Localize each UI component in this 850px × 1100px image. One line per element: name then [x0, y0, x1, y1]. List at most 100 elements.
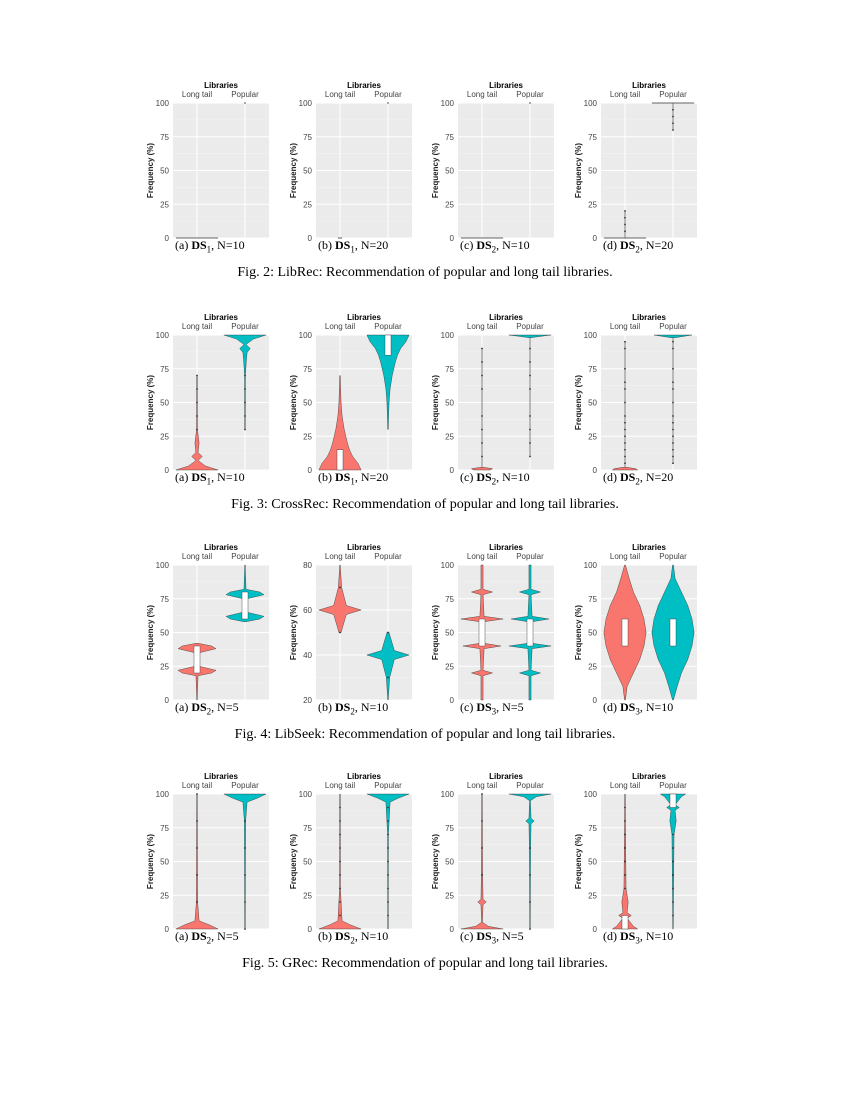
outlier-point	[529, 388, 531, 390]
sub-caption: (b) DS2, N=10	[318, 700, 388, 716]
box-iqr	[669, 793, 677, 808]
violin-popular	[508, 564, 552, 701]
legend-label-popular: Popular	[659, 781, 687, 790]
outlier-point	[196, 374, 198, 377]
outlier-point	[339, 874, 341, 876]
outlier-point	[387, 847, 389, 849]
y-tick-label: 0	[165, 696, 170, 705]
violin-body	[470, 467, 494, 471]
y-axis-label: Frequency (%)	[431, 143, 440, 198]
dataset-name: DS	[620, 929, 636, 943]
outlier-point	[672, 115, 674, 118]
sub-caption-label: (d)	[603, 700, 617, 714]
dataset-subscript: 3	[635, 706, 640, 717]
outlier-point	[481, 442, 483, 444]
y-tick-label: 25	[588, 200, 597, 209]
figure-caption: Fig. 5: GRec: Recommendation of popular …	[242, 956, 608, 971]
y-tick-label: 50	[160, 629, 169, 638]
legend-title: Libraries	[632, 313, 666, 322]
legend-label-long-tail: Long tail	[325, 322, 355, 331]
sub-caption: (c) DS3, N=5	[460, 700, 524, 716]
legend-label-popular: Popular	[231, 90, 259, 99]
legend-label-popular: Popular	[231, 322, 259, 331]
dataset-name: DS	[191, 238, 207, 252]
sub-caption: (a) DS2, N=5	[175, 700, 239, 716]
legend-label-popular: Popular	[374, 781, 402, 790]
outlier-point	[624, 806, 626, 809]
outlier-point	[672, 448, 674, 451]
outlier-point	[529, 901, 531, 903]
dataset-name: DS	[335, 470, 351, 484]
y-tick-label: 0	[450, 696, 455, 705]
violin-panel: Libraries Long tail Popular 0 25 50 75 100 Frequ…	[288, 80, 418, 250]
legend-label-long-tail: Long tail	[467, 90, 497, 99]
y-tick-label: 0	[165, 234, 170, 243]
violin-panel: Libraries Long tail Popular 0 25 50 75 100 Frequ…	[573, 80, 703, 250]
y-tick-label: 25	[588, 432, 597, 441]
n-value: , N=20	[639, 470, 674, 484]
outlier-point	[196, 820, 198, 822]
y-tick-label: 20	[303, 696, 312, 705]
violin-body	[318, 375, 362, 471]
y-tick-label: 0	[308, 925, 313, 934]
y-tick-label: 100	[584, 790, 598, 799]
violin-popular	[366, 334, 410, 430]
sub-caption: (a) DS1, N=10	[175, 470, 245, 486]
violin-long-tail	[177, 643, 217, 701]
dataset-subscript: 2	[206, 935, 212, 946]
y-tick-label: 75	[160, 824, 169, 833]
outlier-point	[624, 435, 626, 438]
dataset-name: DS	[335, 700, 351, 714]
dataset-subscript: 2	[350, 706, 355, 717]
violin-body	[653, 334, 693, 338]
box-iqr	[384, 334, 392, 356]
y-tick-label: 100	[441, 99, 455, 108]
legend-label-popular: Popular	[659, 552, 687, 561]
outlier-point	[529, 847, 531, 849]
legend-label-long-tail: Long tail	[467, 552, 497, 561]
outlier-point	[672, 847, 674, 849]
y-tick-label: 25	[445, 432, 454, 441]
outlier-point	[672, 887, 674, 890]
legend-title: Libraries	[347, 313, 381, 322]
outlier-point	[387, 833, 389, 836]
outlier-point	[339, 860, 341, 863]
figure-caption: Fig. 4: LibSeek: Recommendation of popul…	[234, 727, 616, 742]
y-axis-label: Frequency (%)	[574, 375, 583, 430]
outlier-point	[481, 347, 483, 350]
sub-caption-label: (c)	[460, 238, 474, 252]
sub-caption-label: (d)	[603, 470, 617, 484]
sub-caption-label: (c)	[460, 470, 474, 484]
sub-caption: (b) DS1, N=20	[318, 238, 388, 254]
violin-popular	[508, 334, 552, 458]
y-tick-label: 75	[588, 365, 597, 374]
violin-long-tail	[318, 793, 362, 930]
y-tick-label: 0	[308, 466, 313, 475]
sub-caption: (b) DS1, N=20	[318, 470, 388, 486]
y-tick-label: 100	[156, 331, 170, 340]
legend-label-long-tail: Long tail	[610, 90, 640, 99]
y-tick-label: 0	[165, 925, 170, 934]
outlier-point	[624, 860, 626, 863]
legend-label-popular: Popular	[659, 90, 687, 99]
legend-label-long-tail: Long tail	[610, 781, 640, 790]
outlier-point	[339, 887, 341, 890]
outlier-point	[529, 374, 531, 377]
outlier-point	[529, 428, 531, 431]
legend-label-long-tail: Long tail	[610, 322, 640, 331]
y-tick-label: 100	[156, 790, 170, 799]
legend-title: Libraries	[489, 81, 523, 90]
dataset-name: DS	[335, 238, 351, 252]
outlier-point	[387, 914, 389, 917]
dataset-name: DS	[620, 470, 636, 484]
outlier-point	[244, 928, 246, 930]
outlier-point	[624, 421, 626, 424]
outlier-point	[387, 874, 389, 876]
legend-label-popular: Popular	[374, 90, 402, 99]
violin-popular	[659, 793, 687, 930]
y-axis-label: Frequency (%)	[146, 143, 155, 198]
n-value: , N=5	[211, 700, 239, 714]
y-tick-label: 50	[160, 399, 169, 408]
outlier-point	[624, 874, 626, 876]
